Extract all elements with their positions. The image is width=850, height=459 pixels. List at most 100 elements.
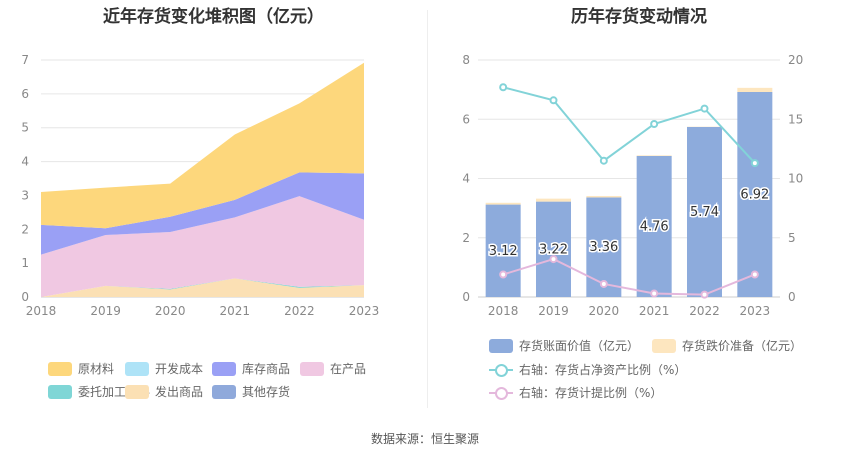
left-x-tick-label: 2018 [26, 304, 57, 318]
bar-impairment [636, 155, 672, 156]
legend-item-右轴：存货计提比例（%）[interactable]: 右轴：存货计提比例（%） [489, 384, 662, 401]
legend-label: 库存商品 [242, 362, 291, 376]
legend-swatch [212, 361, 236, 376]
legend-swatch [489, 338, 513, 353]
line-point [650, 289, 659, 298]
bar-data-label: 5.74 [690, 205, 719, 220]
line-point [750, 270, 759, 279]
left-y-tick-label: 5 [21, 121, 29, 135]
left-y-tick-label: 1 [21, 256, 29, 270]
right-right-y-tick-label: 15 [788, 112, 803, 126]
line-point [499, 83, 508, 92]
left-x-tick-label: 2020 [155, 304, 186, 318]
left-x-tick-label: 2019 [90, 304, 121, 318]
left-x-tick-label: 2022 [284, 304, 315, 318]
bar-book-value [485, 204, 521, 297]
left-stacked-area-chart: 0 1 2 3 4 5 6 7 2018 2019 2020 2021 2022 2023 [21, 53, 380, 318]
area-原材料 [41, 62, 364, 229]
bar-data-label: 3.12 [489, 244, 518, 259]
line-point [700, 104, 709, 113]
source-note: 数据来源：恒生聚源 [370, 432, 479, 446]
right-bar-line-chart: 0 2 4 6 8 0 5 10 15 20 2018 2019 2020 2021 2022 2023 3.1… [462, 53, 803, 318]
legend-label: 右轴：存货计提比例（%） [519, 386, 663, 400]
legend-swatch [652, 338, 676, 353]
left-y-tick-label: 7 [21, 53, 29, 67]
line-provision-ratio [502, 258, 756, 296]
right-x-tick-label: 2021 [639, 304, 670, 318]
right-left-y-tick-label: 2 [462, 231, 470, 245]
area-委托加工材料 [41, 278, 364, 297]
bar-book-value [737, 91, 773, 298]
right-left-y-tick-label: 6 [462, 112, 470, 126]
legend-swatch [48, 384, 72, 399]
legend-swatch [48, 361, 72, 376]
right-right-y-tick-label: 5 [788, 231, 796, 245]
right-x-tick-label: 2023 [740, 304, 771, 318]
legend-item-开发成本[interactable]: 开发成本 [125, 360, 203, 377]
legend-swatch [489, 363, 513, 377]
bar-book-value [536, 201, 571, 297]
right-x-tick-label: 2019 [538, 304, 569, 318]
bar-impairment [586, 195, 622, 198]
line-point [549, 255, 558, 264]
legend-label: 原材料 [78, 362, 115, 376]
legend-label: 其他存货 [242, 385, 291, 399]
legend-label: 存货账面价值（亿元） [519, 339, 640, 353]
right-x-tick-label: 2022 [689, 304, 720, 318]
panel-divider [427, 10, 428, 408]
legend-label: 开发成本 [155, 362, 204, 376]
legend-label: 在产品 [330, 362, 367, 376]
left-x-tick-label: 2021 [220, 304, 251, 318]
bar-data-label: 3.22 [539, 242, 568, 257]
line-point [599, 279, 608, 288]
line-point [499, 270, 508, 279]
bar-data-label: 4.76 [640, 219, 669, 234]
right-chart-title: 历年存货变动情况 [571, 7, 707, 27]
legend-swatch [489, 386, 513, 400]
bar-impairment [737, 87, 773, 92]
right-left-y-tick-label: 8 [462, 53, 470, 67]
area-发出商品 [41, 278, 364, 297]
line-point [650, 119, 659, 128]
legend-label: 存货跌价准备（亿元） [682, 339, 803, 353]
line-point [549, 96, 558, 105]
left-y-tick-label: 0 [21, 290, 29, 304]
bar-data-label: 6.92 [740, 187, 769, 202]
right-left-y-tick-label: 0 [462, 290, 470, 304]
right-x-tick-label: 2018 [488, 304, 519, 318]
legend-item-存货跌价准备（亿元）[interactable]: 存货跌价准备（亿元） [652, 337, 802, 354]
legend-item-存货账面价值（亿元）[interactable]: 存货账面价值（亿元） [489, 337, 639, 354]
left-y-tick-label: 3 [21, 188, 29, 202]
right-x-tick-label: 2020 [589, 304, 620, 318]
legend-item-库存商品[interactable]: 库存商品 [212, 360, 290, 377]
bar-data-label: 3.36 [589, 240, 618, 255]
line-ratio-net-assets [502, 86, 756, 164]
left-y-tick-label: 6 [21, 87, 29, 101]
area-在产品 [41, 196, 364, 297]
legend-item-在产品[interactable]: 在产品 [300, 360, 366, 377]
legend-swatch [125, 361, 149, 376]
right-right-y-tick-label: 10 [788, 172, 803, 186]
legend-swatch [125, 384, 149, 399]
bar-book-value [687, 126, 722, 297]
line-point [599, 156, 608, 165]
legend-item-发出商品[interactable]: 发出商品 [125, 383, 203, 400]
legend-swatch [300, 361, 324, 376]
right-left-y-tick-label: 4 [462, 172, 470, 186]
right-right-y-tick-label: 0 [788, 290, 796, 304]
bar-impairment [485, 202, 521, 205]
line-point [750, 159, 759, 168]
left-x-tick-label: 2023 [349, 304, 380, 318]
line-point [700, 290, 709, 299]
left-chart-title: 近年存货变化堆积图（亿元） [103, 7, 324, 27]
left-y-tick-label: 4 [21, 155, 29, 169]
legend-swatch [212, 384, 236, 399]
bar-impairment [536, 198, 571, 202]
legend-item-原材料[interactable]: 原材料 [48, 360, 114, 377]
legend-item-其他存货[interactable]: 其他存货 [212, 383, 290, 400]
left-y-tick-label: 2 [21, 222, 29, 236]
legend-label: 发出商品 [155, 385, 204, 399]
legend-item-右轴：存货占净资产比例（%）[interactable]: 右轴：存货占净资产比例（%） [489, 361, 686, 378]
right-right-y-tick-label: 20 [788, 53, 803, 67]
area-库存商品 [41, 172, 364, 255]
